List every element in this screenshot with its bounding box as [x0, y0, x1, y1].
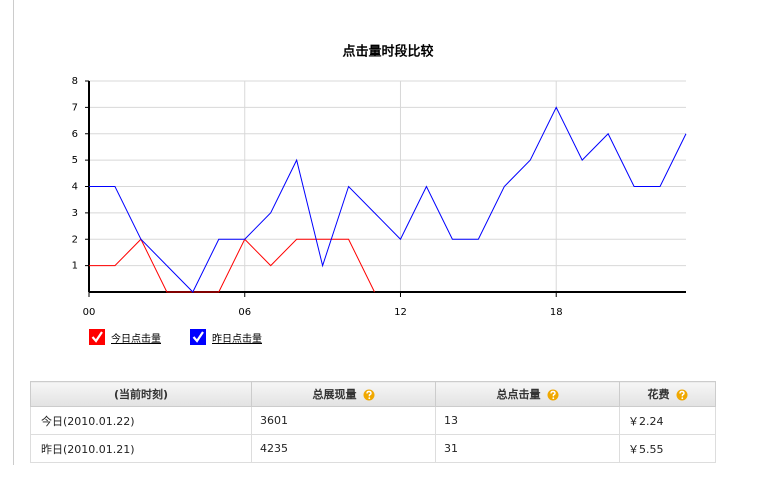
- header-cell: 总点击量: [435, 381, 620, 407]
- cell: 3601: [251, 406, 436, 435]
- cell: 31: [435, 434, 620, 463]
- series-line: [89, 106, 687, 293]
- y-tick-label: 5: [72, 155, 78, 166]
- header-cell: 总展现量: [251, 381, 436, 407]
- header-text: 总点击量: [496, 388, 541, 401]
- legend-label[interactable]: 昨日点击量: [212, 333, 262, 345]
- help-icon[interactable]: [676, 389, 688, 401]
- header-text: (当前时刻): [113, 388, 169, 401]
- header-row: (当前时刻) 总展现量 总点击量 花费: [30, 381, 716, 407]
- legend-label[interactable]: 今日点击量: [111, 332, 161, 345]
- stats-table: (当前时刻) 总展现量 总点击量 花费 今日(2010.01.22) 3601 …: [30, 381, 716, 463]
- series-line: [89, 238, 375, 293]
- row: 今日(2010.01.22) 3601 13 ￥2.24: [30, 406, 716, 435]
- header-cell: (当前时刻): [30, 381, 252, 407]
- legend-item[interactable]: 今日点击量: [89, 329, 161, 345]
- cell: 昨日(2010.01.21): [30, 434, 252, 463]
- y-tick-label: 3: [72, 208, 78, 219]
- y-tick-label: 2: [72, 234, 78, 245]
- header-cell: 花费: [619, 381, 716, 407]
- legend-check: [192, 331, 204, 343]
- row: 昨日(2010.01.21) 4235 31 ￥5.55: [30, 434, 716, 463]
- cell: 今日(2010.01.22): [30, 406, 252, 435]
- y-tick-label: 7: [72, 102, 78, 113]
- cell: ￥5.55: [619, 434, 716, 463]
- x-tick-label: 06: [238, 307, 251, 318]
- y-tick-label: 1: [72, 261, 78, 272]
- legend-item[interactable]: 昨日点击量: [190, 329, 262, 345]
- legend-check: [91, 331, 103, 343]
- legend-checkbox: [190, 329, 206, 345]
- y-tick-label: 6: [72, 129, 78, 140]
- x-tick-label: 18: [550, 307, 563, 318]
- header-text: 花费: [647, 388, 670, 401]
- help-icon[interactable]: [363, 389, 375, 401]
- y-tick-label: 8: [72, 76, 78, 87]
- x-tick-label: 00: [83, 307, 96, 318]
- chart-title: 点击量时段比较: [342, 44, 433, 60]
- help-icon[interactable]: [547, 389, 559, 401]
- y-tick-label: 4: [72, 182, 78, 193]
- cell: ￥2.24: [619, 406, 716, 435]
- legend-checkbox: [89, 329, 105, 345]
- header-text: 总展现量: [312, 388, 357, 401]
- cell: 13: [435, 406, 620, 435]
- cell: 4235: [251, 434, 436, 463]
- side-border: [13, 0, 14, 465]
- x-tick-label: 12: [394, 307, 407, 318]
